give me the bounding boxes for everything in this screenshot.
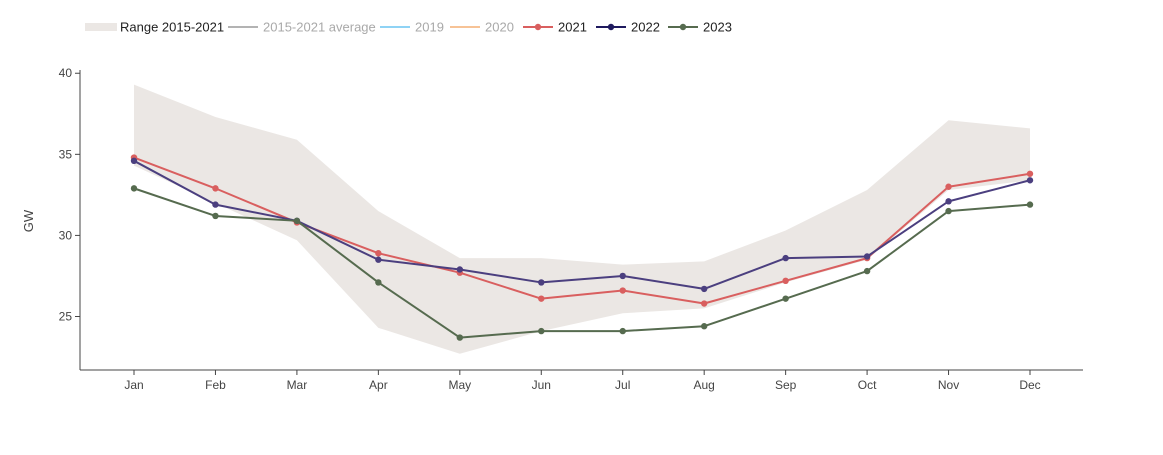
x-tick-label: Feb bbox=[205, 378, 226, 392]
series-2023-point bbox=[212, 212, 219, 220]
series-2022-point bbox=[130, 157, 138, 165]
legend-swatch-marker bbox=[607, 23, 615, 31]
legend-item-2021[interactable]: 2021 bbox=[523, 20, 587, 35]
series-2023-point bbox=[293, 217, 301, 225]
series-2023-point bbox=[456, 334, 464, 341]
legend-swatch-marker bbox=[534, 23, 542, 31]
legend-label: 2022 bbox=[631, 20, 660, 35]
series-2023-point bbox=[619, 327, 626, 335]
series-2022-point bbox=[1026, 177, 1034, 184]
series-2022-point bbox=[375, 256, 382, 263]
series-2023-point bbox=[863, 267, 871, 275]
series-2021-point bbox=[700, 300, 708, 307]
series-2023-point bbox=[130, 185, 138, 192]
series-2022-point bbox=[212, 201, 219, 208]
y-axis-label: GW bbox=[21, 209, 36, 232]
series-2023-point bbox=[538, 327, 545, 335]
series-2022-point bbox=[700, 285, 708, 293]
legend-label: 2023 bbox=[703, 20, 732, 35]
series-2021-point bbox=[212, 185, 219, 192]
series-2023-point bbox=[782, 295, 789, 302]
axes: 25 30 35 40 Jan Feb Mar Apr May Jun Jul Aug Sep Oct No… bbox=[59, 66, 1083, 392]
series-2023 bbox=[130, 185, 1034, 341]
series-2023-point bbox=[700, 323, 708, 330]
series-2022-point bbox=[945, 198, 952, 205]
series-2022-point bbox=[863, 253, 871, 260]
y-tick-label: 25 bbox=[59, 309, 73, 323]
x-tick-label: Aug bbox=[694, 378, 715, 392]
legend-label: 2020 bbox=[485, 20, 514, 35]
x-tick-label: Mar bbox=[287, 378, 308, 392]
y-tick-label: 40 bbox=[59, 66, 73, 80]
series-2021-point bbox=[538, 295, 545, 302]
series-2023-point bbox=[1026, 201, 1034, 208]
x-tick-label: Apr bbox=[369, 378, 388, 392]
series-2021-point bbox=[782, 277, 789, 285]
legend-item-2015-2021 average[interactable]: 2015-2021 average bbox=[228, 20, 376, 35]
y-tick-label: 30 bbox=[59, 228, 73, 242]
y-tick-label: 35 bbox=[59, 147, 73, 161]
legend-item-2022[interactable]: 2022 bbox=[596, 20, 660, 35]
series-2023-point bbox=[375, 279, 382, 286]
x-tick-label: Jul bbox=[615, 378, 630, 392]
series-2022-point bbox=[619, 272, 626, 280]
series-2021-point bbox=[945, 183, 952, 190]
legend-label: 2015-2021 average bbox=[263, 20, 376, 35]
x-tick-label: Oct bbox=[858, 378, 877, 392]
legend-swatch-marker bbox=[679, 23, 687, 31]
legend-label: 2021 bbox=[558, 20, 587, 35]
series-layer bbox=[130, 154, 1034, 341]
legend-label: 2019 bbox=[415, 20, 444, 35]
x-tick-label: Sep bbox=[775, 378, 797, 392]
legend-item-2023[interactable]: 2023 bbox=[668, 20, 732, 35]
series-2022-point bbox=[456, 266, 464, 273]
legend[interactable]: Range 2015-2021 2015-2021 average 2019 2020… bbox=[85, 20, 732, 35]
x-tick-label: Jun bbox=[532, 378, 551, 392]
range-band-layer bbox=[134, 84, 1030, 354]
legend-item-2020[interactable]: 2020 bbox=[450, 20, 514, 35]
legend-item-Range 2015-2021[interactable]: Range 2015-2021 bbox=[85, 20, 224, 35]
x-tick-label: May bbox=[448, 378, 471, 392]
series-2023-line bbox=[133, 187, 1031, 339]
x-tick-label: Jan bbox=[124, 378, 143, 392]
series-2023-point bbox=[945, 207, 952, 215]
x-tick-label: Dec bbox=[1019, 378, 1040, 392]
x-tick-label: Nov bbox=[938, 378, 959, 392]
legend-item-2019[interactable]: 2019 bbox=[380, 20, 444, 35]
series-2021-point bbox=[375, 250, 382, 257]
series-2021-point bbox=[619, 287, 626, 294]
series-2022-point bbox=[538, 279, 545, 286]
series-2022-point bbox=[782, 254, 789, 262]
range-band-area bbox=[134, 84, 1030, 354]
series-2021-point bbox=[1026, 170, 1034, 177]
legend-swatch-band bbox=[85, 23, 117, 31]
series-2022-line bbox=[133, 159, 1031, 290]
legend-label: Range 2015-2021 bbox=[120, 20, 224, 35]
